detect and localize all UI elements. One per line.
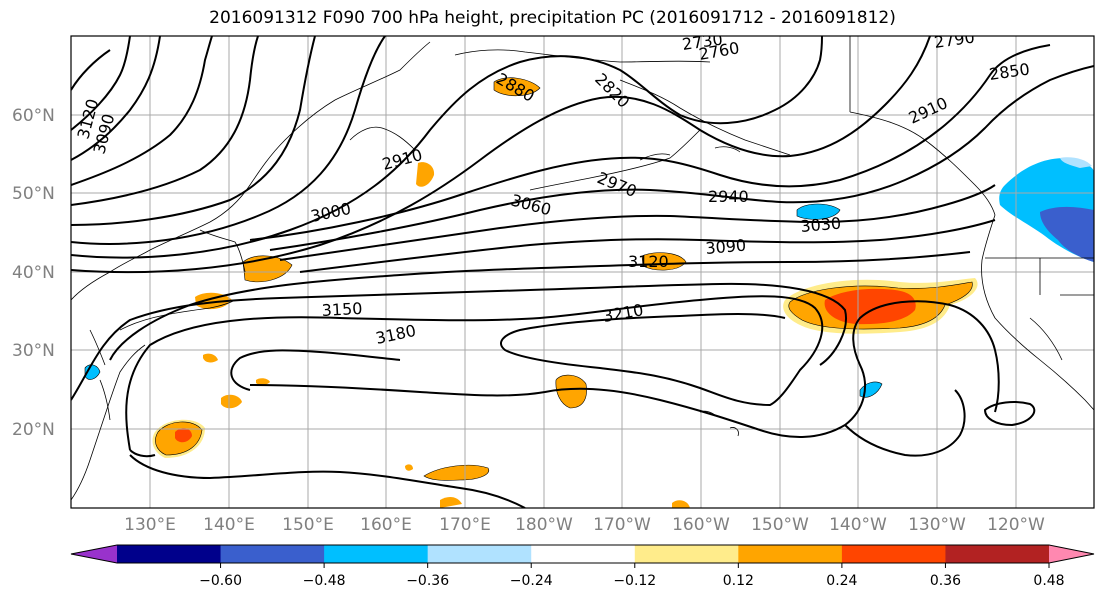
lon-label: 160°W <box>672 515 730 535</box>
contour-label: 3090 <box>705 236 747 258</box>
colorbar-tick-label: 0.12 <box>723 573 754 589</box>
lat-label: 40°N <box>12 263 55 283</box>
lon-label: 140°W <box>829 515 887 535</box>
lon-label: 120°W <box>987 515 1045 535</box>
colorbar-tick-label: −0.12 <box>613 573 656 589</box>
colorbar-segment <box>531 545 636 563</box>
contour-label: 3150 <box>321 299 363 320</box>
colorbar-segment <box>324 545 429 563</box>
lon-label: 160°E <box>360 515 412 535</box>
lon-label: 170°E <box>439 515 491 535</box>
colorbar-segment <box>841 545 946 563</box>
colorbar-tick-label: 0.48 <box>1033 573 1064 589</box>
height-contours <box>71 36 1094 508</box>
colorbar-tick-label: −0.36 <box>406 573 449 589</box>
colorbar-segment <box>117 545 222 563</box>
lat-label: 60°N <box>12 106 55 126</box>
colorbar-tick-label: 0.36 <box>930 573 961 589</box>
colorbar-segment <box>1049 545 1094 563</box>
colorbar-tick-label: 0.24 <box>826 573 857 589</box>
lon-label: 150°E <box>282 515 334 535</box>
lon-label: 130°W <box>908 515 966 535</box>
colorbar-segment <box>71 545 117 563</box>
contour-label: 2730 <box>681 29 724 53</box>
lon-label: 180°W <box>515 515 573 535</box>
lon-label: 140°E <box>203 515 255 535</box>
lat-label: 50°N <box>12 184 55 204</box>
lon-label: 170°W <box>593 515 651 535</box>
map-frame <box>70 35 1095 509</box>
colorbar-segment <box>427 545 532 563</box>
colorbar-outline <box>70 544 1095 564</box>
colorbar-ticks <box>220 563 1050 568</box>
lat-label: 30°N <box>12 341 55 361</box>
contour-label: 3030 <box>800 214 842 236</box>
map-title: 2016091312 F090 700 hPa height, precipit… <box>209 8 896 28</box>
colorbar-segment <box>220 545 325 563</box>
contour-label: 2940 <box>708 187 749 206</box>
longitude-labels: 130°E 140°E 150°E 160°E 170°E 180°W 170°… <box>124 515 1045 535</box>
lat-label: 20°N <box>12 420 55 440</box>
lon-label: 130°E <box>124 515 176 535</box>
colorbar-segments <box>71 545 1094 563</box>
colorbar-segment <box>738 545 843 563</box>
colorbar-tick-label: −0.48 <box>303 573 346 589</box>
lon-label: 150°W <box>751 515 809 535</box>
colorbar-segment <box>945 545 1050 563</box>
colorbar-segment <box>634 545 739 563</box>
colorbar-tick-label: −0.60 <box>199 573 242 589</box>
precip-shading <box>84 77 1094 508</box>
colorbar-labels: −0.60 −0.48 −0.36 −0.24 −0.12 0.12 0.24 0.36 0.4… <box>199 573 1064 589</box>
colorbar-tick-label: −0.24 <box>510 573 553 589</box>
contour-label: 3120 <box>628 252 669 271</box>
latitude-labels: 60°N 50°N 40°N 30°N 20°N <box>12 106 55 440</box>
colorbar: −0.60 −0.48 −0.36 −0.24 −0.12 0.12 0.24 0.36 0.4… <box>70 544 1095 589</box>
map-panel: 2730 2760 2790 2820 2850 2880 2910 2910 … <box>71 29 1094 508</box>
